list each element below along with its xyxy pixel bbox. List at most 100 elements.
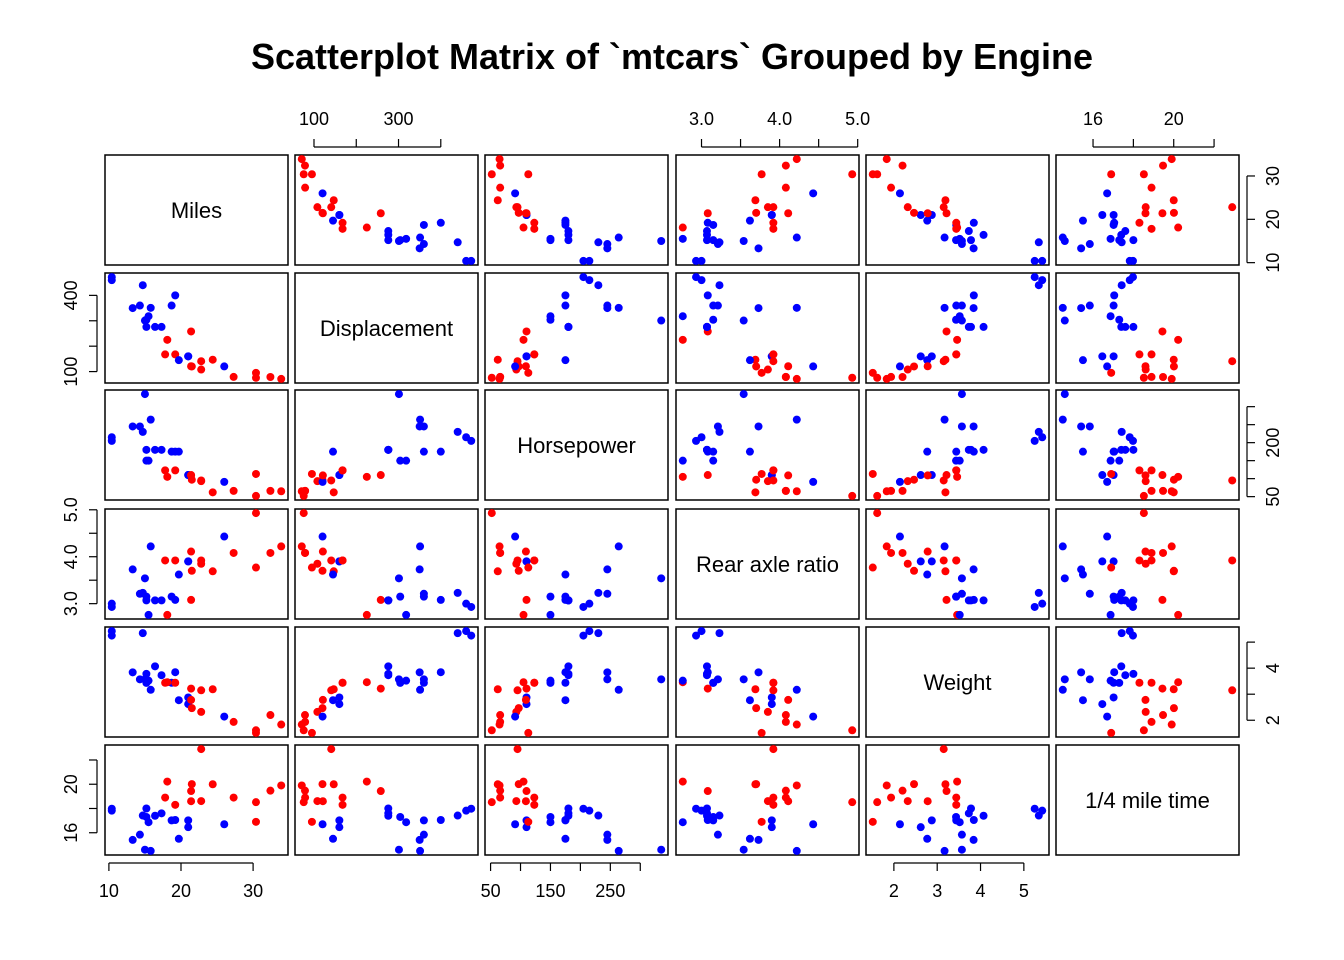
point-wt-hp-27	[868, 469, 877, 478]
point-hp-drat-20	[514, 566, 523, 575]
point-wt-mpg-8	[939, 203, 948, 212]
point-hp-drat-16	[594, 588, 603, 597]
panel-hp-hp	[484, 389, 669, 501]
tick-label-hp-bottom-0: 50	[481, 881, 501, 901]
point-mpg-hp-12	[157, 445, 166, 454]
point-disp-mpg-28	[416, 233, 425, 242]
point-drat-disp-10	[769, 350, 778, 359]
point-hp-qsec-18	[487, 798, 496, 807]
point-qsec-hp-13	[1129, 445, 1138, 454]
point-drat-hp-29	[745, 447, 754, 456]
point-drat-hp-10	[769, 466, 778, 475]
point-qsec-hp-28	[1058, 415, 1067, 424]
point-disp-mpg-25	[301, 183, 310, 192]
point-qsec-disp-1	[1109, 352, 1118, 361]
point-mpg-qsec-30	[140, 845, 149, 854]
point-qsec-drat-8	[1228, 556, 1237, 565]
point-wt-disp-28	[940, 303, 949, 312]
point-wt-mpg-31	[923, 209, 932, 218]
tick-label-drat-top-2: 4.0	[767, 109, 792, 129]
point-hp-drat-19	[495, 542, 504, 551]
point-hp-drat-7	[493, 567, 502, 576]
point-mpg-drat-7	[208, 567, 217, 576]
panel-drat-qsec	[1055, 508, 1240, 620]
point-hp-qsec-8	[513, 745, 522, 754]
point-drat-disp-21	[678, 312, 687, 321]
point-drat-disp-8	[769, 357, 778, 366]
point-drat-mpg-26	[809, 189, 818, 198]
point-wt-mpg-2	[903, 203, 912, 212]
point-drat-disp-31	[784, 362, 793, 371]
point-qsec-mpg-17	[1159, 161, 1168, 170]
point-qsec-disp-22	[1115, 315, 1124, 324]
point-disp-drat-3	[376, 595, 385, 604]
point-hp-wt-24	[561, 668, 570, 677]
point-disp-wt-13	[384, 669, 393, 678]
point-drat-wt-23	[754, 668, 763, 677]
point-disp-drat-6	[419, 589, 428, 598]
point-hp-wt-22	[546, 678, 555, 687]
point-wt-disp-25	[887, 372, 896, 381]
point-mpg-qsec-22	[142, 812, 151, 821]
point-mpg-wt-11	[151, 662, 160, 671]
point-wt-hp-17	[898, 486, 907, 495]
ytick-label-drat-left-0: 3.0	[61, 591, 81, 616]
point-disp-hp-22	[396, 456, 405, 465]
point-mpg-qsec-5	[163, 777, 172, 786]
panel-mpg-drat	[675, 154, 860, 266]
point-qsec-wt-24	[1110, 668, 1119, 677]
point-qsec-disp-13	[1129, 322, 1138, 331]
point-drat-disp-23	[754, 304, 763, 313]
panel-hp-mpg	[104, 389, 289, 501]
point-qsec-mpg-26	[1103, 189, 1112, 198]
point-drat-hp-16	[715, 427, 724, 436]
point-drat-mpg-29	[745, 216, 754, 225]
point-drat-wt-3	[703, 684, 712, 693]
point-mpg-qsec-31	[187, 797, 196, 806]
point-disp-hp-4	[419, 447, 428, 456]
point-disp-hp-8	[327, 476, 336, 485]
point-disp-wt-11	[384, 662, 393, 671]
point-mpg-drat-20	[187, 566, 196, 575]
point-disp-hp-7	[329, 488, 338, 497]
point-disp-qsec-28	[416, 846, 425, 855]
point-hp-disp-5	[519, 335, 528, 344]
point-drat-hp-24	[703, 447, 712, 456]
point-mpg-drat-24	[171, 595, 180, 604]
point-disp-wt-20	[318, 704, 327, 713]
point-drat-mpg-2	[763, 203, 772, 212]
point-qsec-wt-19	[1167, 720, 1176, 729]
point-drat-wt-10	[769, 678, 778, 687]
point-qsec-wt-7	[1169, 685, 1178, 694]
point-wt-hp-0	[916, 471, 925, 480]
point-qsec-hp-0	[1098, 471, 1107, 480]
point-qsec-wt-6	[1085, 675, 1094, 684]
point-wt-mpg-14	[1030, 256, 1039, 265]
point-drat-qsec-9	[769, 800, 778, 809]
point-hp-mpg-7	[493, 196, 502, 205]
ytick-label-mpg-right-1: 20	[1263, 209, 1283, 229]
point-wt-mpg-22	[952, 236, 961, 245]
point-qsec-hp-26	[1103, 477, 1112, 486]
point-wt-hp-26	[895, 477, 904, 486]
panel-qsec-mpg	[104, 744, 289, 856]
point-wt-hp-28	[940, 415, 949, 424]
point-qsec-wt-18	[1139, 726, 1148, 735]
point-hp-qsec-30	[657, 845, 666, 854]
point-wt-drat-25	[887, 548, 896, 557]
point-disp-wt-3	[376, 684, 385, 693]
point-wt-qsec-31	[923, 797, 932, 806]
point-hp-mpg-12	[564, 227, 573, 236]
point-qsec-drat-24	[1110, 595, 1119, 604]
point-drat-mpg-3	[703, 209, 712, 218]
point-wt-drat-26	[895, 532, 904, 541]
point-mpg-qsec-18	[251, 798, 260, 807]
point-drat-qsec-29	[745, 834, 754, 843]
point-disp-hp-16	[453, 427, 462, 436]
point-mpg-hp-31	[187, 471, 196, 480]
point-qsec-wt-22	[1115, 678, 1124, 687]
point-qsec-hp-3	[1158, 471, 1167, 480]
point-disp-wt-26	[318, 712, 327, 721]
point-drat-mpg-5	[678, 223, 687, 232]
point-mpg-wt-8	[197, 686, 206, 695]
